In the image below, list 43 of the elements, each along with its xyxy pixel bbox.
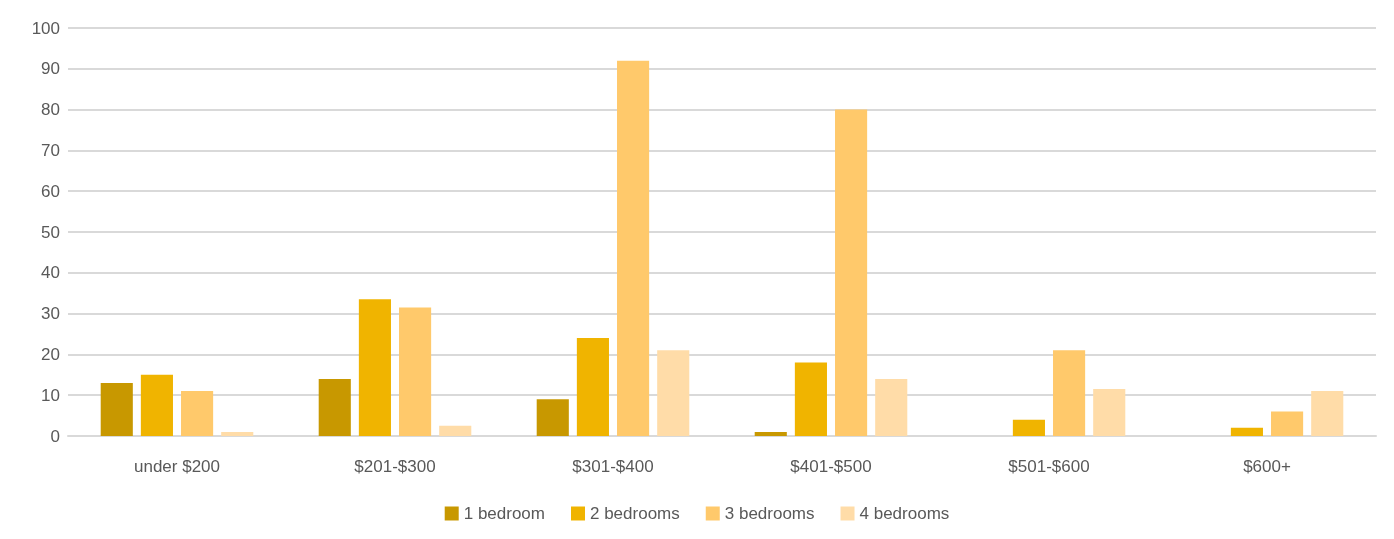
bar [140, 374, 173, 436]
bar [399, 307, 432, 436]
y-tick-label: 100 [31, 18, 60, 38]
bar [439, 425, 472, 436]
bar [358, 299, 391, 436]
y-tick-label: 70 [41, 140, 60, 160]
y-tick-label: 30 [41, 304, 60, 324]
y-tick-label: 50 [41, 222, 60, 242]
y-tick-label: 90 [41, 59, 60, 79]
x-tick-label: $501-$600 [1008, 457, 1090, 476]
bar [875, 378, 908, 436]
y-tick-label: 10 [41, 385, 60, 405]
bar [657, 350, 690, 436]
bar [835, 109, 868, 436]
bar [221, 431, 254, 436]
legend-label: 3 bedrooms [724, 504, 815, 523]
bar [181, 391, 214, 436]
x-tick-label: $600+ [1243, 457, 1291, 476]
bar [536, 399, 569, 436]
bar [100, 382, 133, 436]
y-tick-label: 20 [41, 344, 60, 364]
x-tick-label: $201-$300 [354, 457, 436, 476]
y-tick-label: 0 [50, 426, 60, 446]
bar [576, 338, 609, 436]
bar [318, 378, 351, 436]
bar [754, 431, 787, 436]
bar [1053, 350, 1086, 436]
x-tick-label: under $200 [133, 457, 221, 476]
y-tick-label: 80 [41, 100, 60, 120]
bar [1012, 419, 1045, 436]
legend-label: 1 bedroom [463, 504, 545, 523]
bar [1271, 411, 1304, 436]
y-tick-label: 60 [41, 181, 60, 201]
bar [617, 60, 650, 436]
legend-label: 4 bedrooms [859, 504, 950, 523]
bar [1311, 391, 1344, 436]
bar [1093, 389, 1126, 436]
bar [1230, 427, 1263, 436]
bar [794, 362, 827, 436]
x-tick-label: $401-$500 [790, 457, 872, 476]
legend-label: 2 bedrooms [589, 504, 680, 523]
x-tick-label: $301-$400 [572, 457, 654, 476]
y-tick-label: 40 [41, 263, 60, 283]
